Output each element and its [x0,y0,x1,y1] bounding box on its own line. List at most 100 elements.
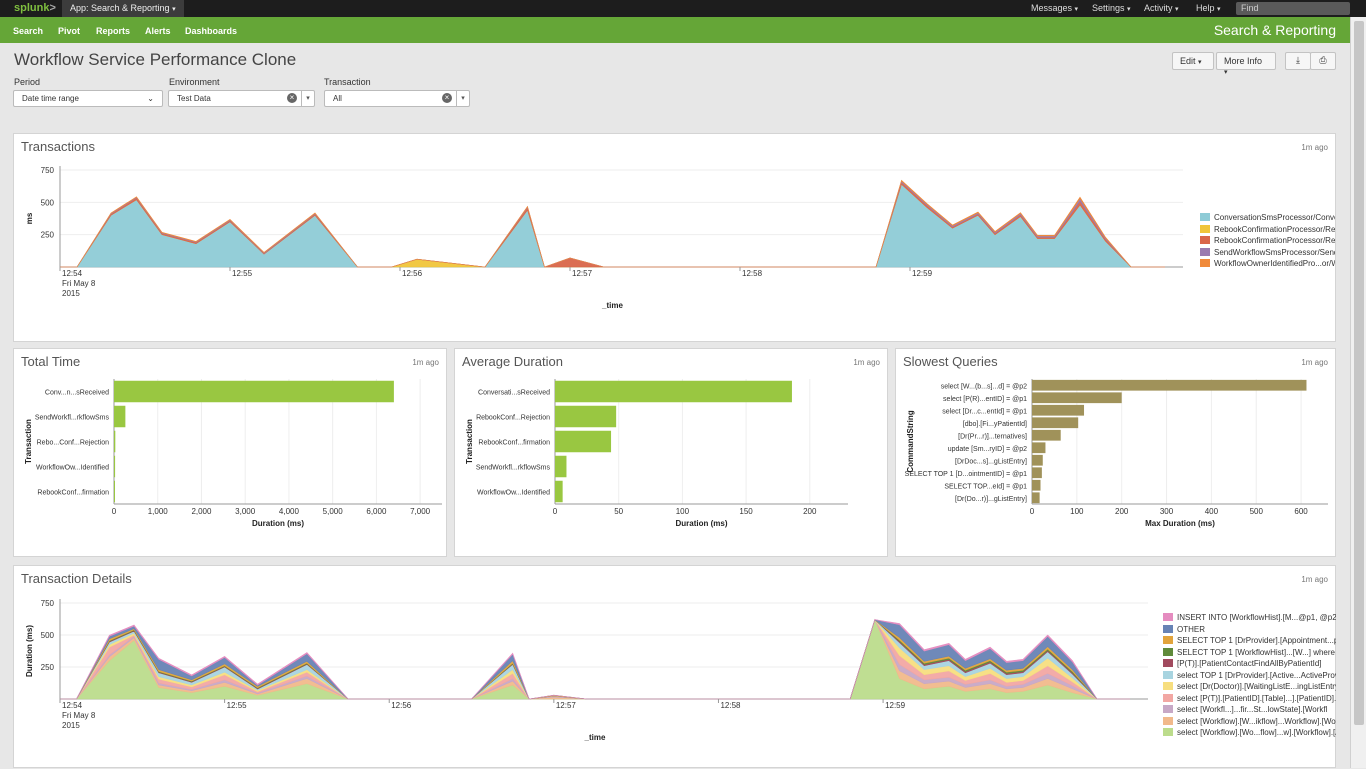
bar[interactable] [114,380,394,403]
bar[interactable] [1032,429,1061,441]
settings-menu[interactable]: Settings ▾ [1092,3,1131,13]
bar[interactable] [1032,467,1042,479]
legend-label: RebookConfirmationProcessor/Rebo [1214,236,1335,245]
x-tick-label: 100 [1070,507,1084,516]
bar[interactable] [1032,492,1040,504]
legend-item[interactable]: SELECT TOP 1 [DrProvider].[Appointment..… [1163,636,1336,648]
legend-item[interactable]: select [P(T)].[PatientID].[Table]...].[P… [1163,693,1336,706]
page-scrollbar[interactable] [1350,17,1366,768]
bar[interactable] [555,480,563,503]
nav-alerts[interactable]: Alerts [145,26,171,36]
legend-label: RebookConfirmationProcessor/Rebo [1214,224,1335,234]
legend-item[interactable]: ConversationSmsProcessor/Conversa [1200,213,1335,225]
splunk-logo[interactable]: splunk> [14,2,56,14]
bar[interactable] [1032,392,1122,404]
bar[interactable] [1032,454,1043,466]
bar[interactable] [114,480,115,503]
x-tick-label: 6,000 [366,507,387,516]
y-axis-title: Transaction [465,419,474,464]
period-dropdown[interactable]: Date time range ⌄ [13,90,163,107]
legend-item[interactable]: WorkflowOwnerIdentifiedPro...or/Wo [1200,259,1335,271]
caret-down-icon[interactable]: ▾ [301,91,314,106]
category-label: update [Sm...ryID] = @p2 [948,446,1027,453]
x-tick-label: 12:56 [391,701,412,710]
bar[interactable] [555,455,567,478]
transaction-value: All [333,94,342,103]
area-series[interactable] [60,183,1165,268]
slowest-queries-panel: Slowest Queries 1m ago 0 100 200 300 400 500 6… [895,348,1336,557]
x-tick-label: 7,000 [410,507,431,516]
area-series[interactable] [60,179,1165,268]
chevron-down-icon: ▾ [1175,6,1179,13]
category-label: Conv...n...sReceived [45,390,109,397]
environment-value: Test Data [177,94,211,103]
environment-select[interactable]: Test Data × ▾ [168,90,315,107]
legend-swatch [1163,670,1173,679]
bar[interactable] [114,455,116,478]
category-label: select [Dr...c...entId] = @p1 [942,408,1027,415]
activity-menu[interactable]: Activity ▾ [1144,3,1179,13]
nav-search[interactable]: Search [13,26,44,36]
x-axis-title: _time [584,733,606,742]
nav-pivot[interactable]: Pivot [58,26,81,36]
export-button[interactable]: ⤓ [1285,52,1311,70]
transaction-select[interactable]: All × ▾ [324,90,470,107]
x-tick-label: 12:54 [62,269,83,278]
legend-item[interactable]: select [Workflow].[W...ikflow]...Workflo… [1163,716,1336,729]
legend-item[interactable]: INSERT INTO [WorkflowHist].[M...@p1, @p2… [1163,613,1336,625]
scrollbar-thumb[interactable] [1354,21,1364,725]
legend-item[interactable]: RebookConfirmationProcessor/Rebo [1200,224,1335,237]
legend-swatch [1163,636,1173,644]
x-tick-label: 0 [553,507,558,516]
bar[interactable] [114,430,116,453]
legend-swatch [1200,259,1210,267]
bar[interactable] [1032,379,1307,391]
edit-button[interactable]: Edit ▾ [1172,52,1214,70]
bar[interactable] [1032,479,1041,491]
legend-swatch [1200,213,1210,221]
category-label: RebookConf...firmation [37,490,109,497]
legend-item[interactable]: [P(T)].[PatientContactFindAllByPatientId… [1163,659,1336,671]
average-duration-bar-chart: 0 50 100 150 200 Conversati...sReceived Rebook… [465,379,848,528]
x-tick-label: 12:55 [227,701,248,710]
bar[interactable] [1032,404,1085,416]
bar[interactable] [555,405,617,428]
legend-item[interactable]: select [Workfl...]...fir...St...lowState… [1163,705,1336,717]
legend-item[interactable]: select [Dr(Doctor)].[WaitingListE...ingL… [1163,682,1336,694]
bar[interactable] [555,430,612,453]
bar[interactable] [555,380,792,403]
legend-label: SELECT TOP 1 [WorkflowHist]...[W...] whe… [1177,647,1336,657]
bar[interactable] [1032,442,1046,454]
legend-item[interactable]: OTHER [1163,624,1336,637]
print-icon: ⎙ [1319,55,1327,65]
nav-dashboards[interactable]: Dashboards [185,26,238,36]
category-label: SELECT TOP 1 [D...ointmentID] = @p1 [905,471,1027,478]
find-input[interactable]: Find [1236,2,1350,15]
print-button[interactable]: ⎙ [1310,52,1336,70]
clear-icon[interactable]: × [287,93,297,103]
x-tick-label: 400 [1205,507,1219,516]
bar[interactable] [1032,417,1079,429]
clear-icon[interactable]: × [442,93,452,103]
legend-item[interactable]: RebookConfirmationProcessor/Rebo [1200,236,1335,248]
x-tick-label: 5,000 [323,507,344,516]
legend-item[interactable]: select [Workflow].[Wo...flow]...w].[Work… [1163,728,1336,740]
legend-swatch [1163,705,1173,713]
chevron-down-icon: ▾ [1224,69,1228,76]
caret-down-icon[interactable]: ▾ [456,91,469,106]
y-axis-title: CommandString [906,410,915,472]
x-tick-label: 200 [1115,507,1129,516]
messages-menu[interactable]: Messages ▾ [1031,3,1078,13]
help-label: Help [1196,3,1215,13]
x-date-label: 2015 [62,721,80,730]
more-info-button[interactable]: More Info ▾ [1216,52,1276,76]
legend-item[interactable]: SendWorkflowSmsProcessor/SendWo [1200,247,1335,260]
bar[interactable] [114,405,126,428]
help-menu[interactable]: Help ▾ [1196,3,1221,13]
nav-reports[interactable]: Reports [96,26,131,36]
y-tick-label: 500 [41,631,55,640]
legend-item[interactable]: select TOP 1 [DrProvider].[Active...Acti… [1163,670,1336,683]
legend-item[interactable]: SELECT TOP 1 [WorkflowHist]...[W...] whe… [1163,647,1336,660]
legend-label: ConversationSmsProcessor/Conversa [1214,213,1335,222]
app-menu[interactable]: App: Search & Reporting ▾ [62,0,184,17]
